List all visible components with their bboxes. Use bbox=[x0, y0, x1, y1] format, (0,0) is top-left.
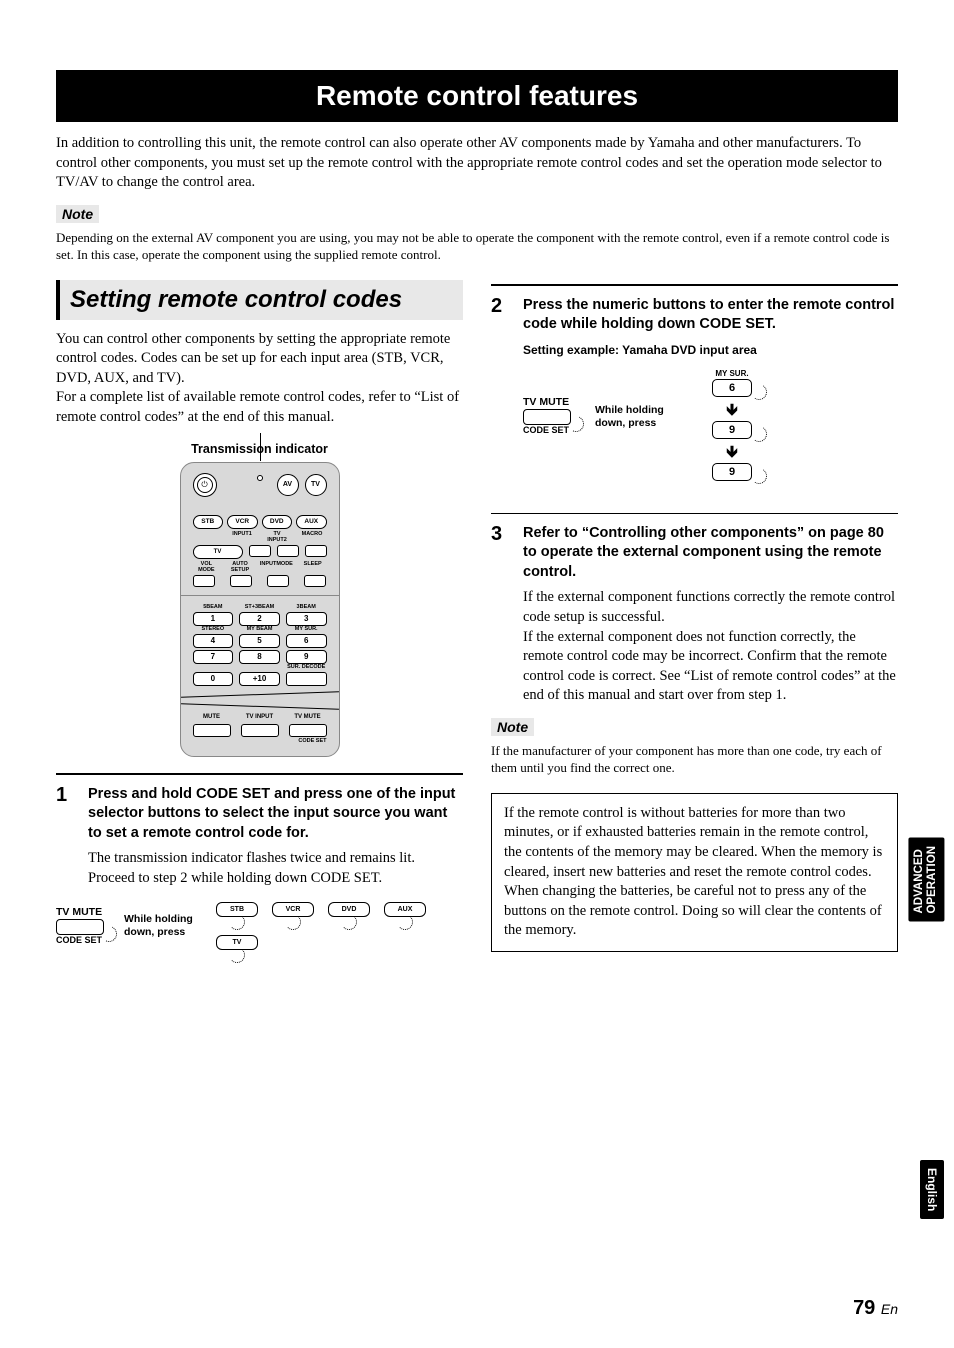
step-2-number: 2 bbox=[491, 296, 511, 481]
side-tab-advanced-operation: ADVANCED OPERATION bbox=[908, 838, 944, 922]
step-2-title: Press the numeric buttons to enter the r… bbox=[523, 296, 898, 335]
codeset-label-d2: CODE SET bbox=[523, 425, 571, 436]
src-vcr: VCR bbox=[227, 515, 258, 529]
remote-cut-lines bbox=[181, 690, 339, 714]
input1-box bbox=[249, 545, 271, 557]
step-1-number: 1 bbox=[56, 785, 76, 889]
src-stb: STB bbox=[193, 515, 224, 529]
codeset-button bbox=[56, 919, 104, 935]
intro-paragraph: In addition to controlling this unit, th… bbox=[56, 134, 898, 193]
numpad-labels-1: STEREOMY BEAMMY SUR. bbox=[193, 626, 327, 632]
step-2: 2 Press the numeric buttons to enter the… bbox=[491, 296, 898, 481]
transmission-led bbox=[257, 475, 263, 481]
note-label-bottom: Note bbox=[491, 718, 534, 736]
mysur-label: MY SUR. bbox=[697, 370, 767, 379]
d1-stb: STB bbox=[216, 902, 258, 917]
page-title-bar: Remote control features bbox=[56, 70, 898, 122]
macro-box bbox=[305, 545, 327, 557]
remote-divider bbox=[181, 595, 339, 596]
remote-top-row: ⏻ AV TV bbox=[193, 473, 327, 497]
page-number: 79 En bbox=[853, 1297, 898, 1320]
codeset-button-2 bbox=[523, 409, 571, 425]
digit-9a: 9 bbox=[712, 421, 752, 439]
row3-labels: VOL MODEAUTO SETUPINPUTMODESLEEP bbox=[193, 561, 327, 573]
top-note-text: Depending on the external AV component y… bbox=[56, 229, 898, 264]
step-3-number: 3 bbox=[491, 524, 511, 706]
d1-tv: TV bbox=[216, 935, 258, 950]
step-1-body-2: Proceed to step 2 while holding down COD… bbox=[88, 869, 463, 889]
arrow-down-2: 🡻 bbox=[697, 445, 767, 461]
row2-labels: INPUT1TV INPUT2MACRO bbox=[193, 531, 327, 543]
numpad-row-4: 0 +10 bbox=[193, 672, 327, 686]
two-column-layout: Setting remote control codes You can con… bbox=[56, 280, 898, 952]
hr-step1 bbox=[56, 773, 463, 775]
remote-figure: ⏻ AV TV STB VCR DVD AUX INPUT1TV INPUT2M… bbox=[56, 462, 463, 757]
page-number-value: 79 bbox=[853, 1297, 875, 1319]
src-dvd: DVD bbox=[262, 515, 293, 529]
codeset-label: CODE SET bbox=[193, 738, 327, 744]
diagram-step1: TV MUTE CODE SET While holding down, pre… bbox=[56, 902, 463, 950]
step-2-example-label: Setting example: Yamaha DVD input area bbox=[523, 343, 898, 358]
numpad-labels-4: SUR. DECODE bbox=[193, 664, 327, 670]
remote-body: ⏻ AV TV STB VCR DVD AUX INPUT1TV INPUT2M… bbox=[180, 462, 340, 757]
numpad-row-2: 4 5 6 bbox=[193, 634, 327, 648]
left-intro-2: For a complete list of available remote … bbox=[56, 388, 463, 427]
source-pill-row: STB VCR DVD AUX bbox=[193, 515, 327, 529]
page-number-suffix: En bbox=[881, 1301, 898, 1317]
bottom-note-text: If the manufacturer of your component ha… bbox=[491, 742, 898, 777]
tv-mode-button: TV bbox=[305, 474, 327, 496]
row2-boxes: TV bbox=[193, 545, 327, 559]
step-3-title: Refer to “Controlling other components” … bbox=[523, 524, 898, 583]
note-label-top: Note bbox=[56, 205, 99, 223]
step-3-body-1: If the external component functions corr… bbox=[523, 588, 898, 627]
boxed-warning-note: If the remote control is without batteri… bbox=[491, 793, 898, 952]
tv-src: TV bbox=[193, 545, 243, 559]
tvmute-label-2: TV MUTE bbox=[523, 396, 571, 409]
step-1-body-1: The transmission indicator flashes twice… bbox=[88, 849, 463, 869]
row3-boxes bbox=[193, 575, 327, 587]
step-1: 1 Press and hold CODE SET and press one … bbox=[56, 785, 463, 889]
hr-step2 bbox=[491, 284, 898, 286]
step-3: 3 Refer to “Controlling other components… bbox=[491, 524, 898, 706]
arrow-down-1: 🡻 bbox=[697, 403, 767, 419]
left-column: Setting remote control codes You can con… bbox=[56, 280, 463, 952]
holding-label-d2: While holding down, press bbox=[595, 404, 673, 430]
step-3-body-2: If the external component does not funct… bbox=[523, 628, 898, 706]
d1-vcr: VCR bbox=[272, 902, 314, 917]
digit-6: 6 bbox=[712, 379, 752, 397]
side-tab-language: English bbox=[920, 1160, 944, 1219]
av-mode-button: AV bbox=[277, 474, 299, 496]
remote-bottom-labels: MUTETV INPUTTV MUTE bbox=[193, 714, 327, 720]
numpad-row-1: 1 2 3 bbox=[193, 612, 327, 626]
digit-9b: 9 bbox=[712, 463, 752, 481]
tvmute-label: TV MUTE bbox=[56, 906, 104, 919]
right-column: 2 Press the numeric buttons to enter the… bbox=[491, 280, 898, 952]
source-buttons-grid: STB VCR DVD AUX TV bbox=[214, 902, 428, 950]
step-1-title: Press and hold CODE SET and press one of… bbox=[88, 785, 463, 844]
digits-column: MY SUR. 6 🡻 9 🡻 9 bbox=[697, 370, 767, 481]
src-aux: AUX bbox=[296, 515, 327, 529]
codeset-label-d1: CODE SET bbox=[56, 935, 104, 946]
remote-bottom-boxes bbox=[193, 724, 327, 737]
d1-aux: AUX bbox=[384, 902, 426, 917]
holding-label-d1: While holding down, press bbox=[124, 913, 194, 939]
indicator-leader-line bbox=[260, 433, 261, 461]
power-button: ⏻ bbox=[193, 473, 217, 497]
diagram-step2: TV MUTE CODE SET While holding down, pre… bbox=[523, 370, 898, 481]
left-intro-1: You can control other components by sett… bbox=[56, 330, 463, 389]
input2-box bbox=[277, 545, 299, 557]
codeset-button-stack: TV MUTE CODE SET bbox=[56, 906, 104, 946]
row4-labels: 5BEAMST+3BEAM3BEAM bbox=[193, 604, 327, 610]
d1-dvd: DVD bbox=[328, 902, 370, 917]
section-heading: Setting remote control codes bbox=[56, 280, 463, 320]
codeset-button-stack-2: TV MUTE CODE SET bbox=[523, 396, 571, 436]
hr-step3 bbox=[491, 513, 898, 514]
numpad-row-3: 7 8 9 bbox=[193, 650, 327, 664]
